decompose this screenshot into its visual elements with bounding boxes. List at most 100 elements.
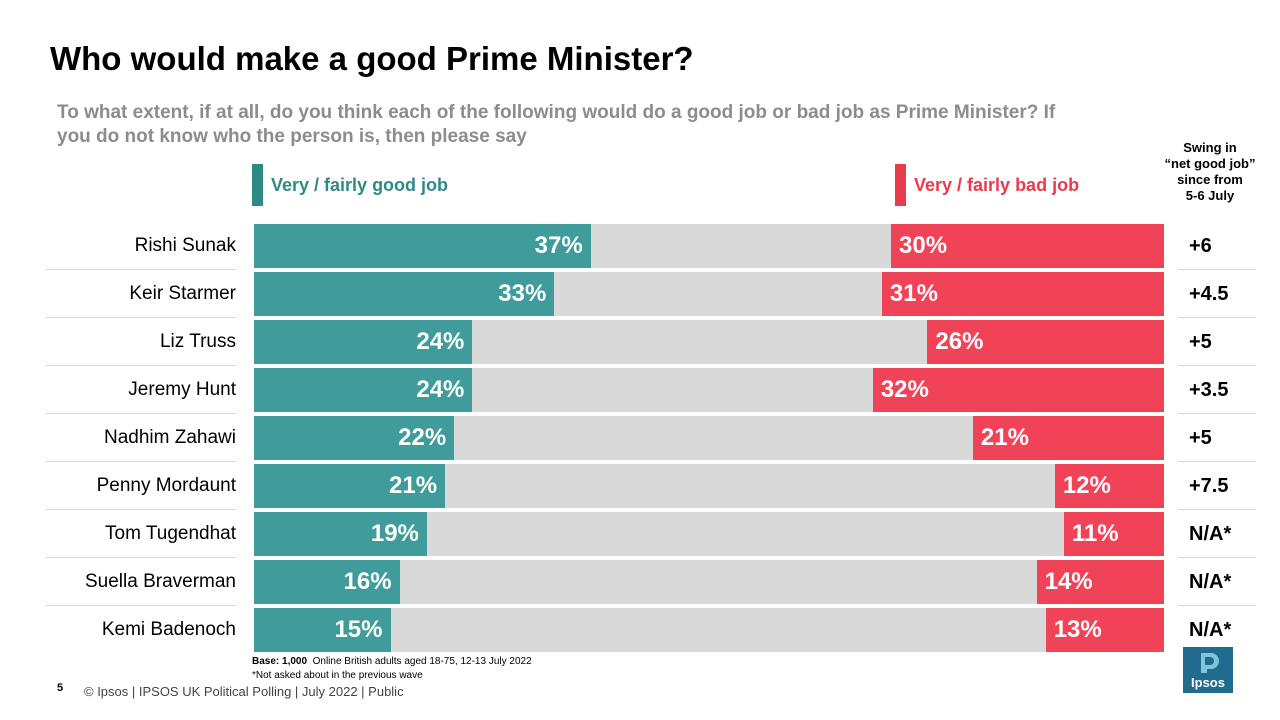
- chart-row: Tom Tugendhat 19% 11% N/A*: [0, 510, 1280, 558]
- chart-row: Keir Starmer 33% 31% +4.5: [0, 270, 1280, 318]
- bad-value-label: 30%: [899, 232, 948, 259]
- ipsos-logo: Ipsos: [1183, 647, 1233, 693]
- row-label: Liz Truss: [159, 331, 236, 352]
- bad-value-label: 21%: [980, 424, 1029, 451]
- swing-value: +3.5: [1189, 379, 1229, 401]
- bad-bar: 32%: [872, 368, 1164, 412]
- bar-track: 33% 31%: [254, 272, 1164, 316]
- row-divider: [1178, 365, 1256, 366]
- legend-good: Very / fairly good job: [252, 164, 448, 206]
- chart-row: Suella Braverman 16% 14% N/A*: [0, 558, 1280, 606]
- good-bar: 16%: [254, 560, 400, 604]
- chart-row: Kemi Badenoch 15% 13% N/A*: [0, 606, 1280, 654]
- legend-good-label: Very / fairly good job: [271, 174, 449, 195]
- bad-value-label: 12%: [1062, 472, 1111, 499]
- row-divider: [46, 509, 236, 510]
- good-value-label: 21%: [389, 472, 438, 499]
- bar-track: 24% 26%: [254, 320, 1164, 364]
- bad-bar: 26%: [927, 320, 1164, 364]
- bar-track: 37% 30%: [254, 224, 1164, 268]
- row-divider: [1178, 461, 1256, 462]
- swing-value: +7.5: [1189, 475, 1229, 497]
- good-bar: 33%: [254, 272, 555, 316]
- good-bar: 15%: [254, 608, 391, 652]
- bar-track: 16% 14%: [254, 560, 1164, 604]
- swing-header-line: Swing in: [1183, 140, 1237, 155]
- good-bar: 21%: [254, 464, 446, 508]
- good-value-label: 22%: [398, 424, 447, 451]
- row-divider: [46, 461, 236, 462]
- chart-row: Nadhim Zahawi 22% 21% +5: [0, 414, 1280, 462]
- good-bar: 19%: [254, 512, 427, 556]
- row-divider: [46, 413, 236, 414]
- row-divider: [1178, 317, 1256, 318]
- row-divider: [1178, 413, 1256, 414]
- bad-bar: 21%: [972, 416, 1164, 460]
- chart-row: Liz Truss 24% 26% +5: [0, 318, 1280, 366]
- row-label: Penny Mordaunt: [96, 475, 236, 496]
- good-value-label: 33%: [498, 280, 547, 307]
- good-value-label: 37%: [534, 232, 583, 259]
- bad-value-label: 13%: [1053, 616, 1102, 643]
- row-label: Kemi Badenoch: [101, 619, 236, 640]
- bar-track: 19% 11%: [254, 512, 1164, 556]
- chart-row: Rishi Sunak 37% 30% +6: [0, 222, 1280, 270]
- legend-bad-swatch: [895, 164, 906, 206]
- ipsos-logo-text: Ipsos: [1191, 675, 1225, 690]
- swing-value: +4.5: [1189, 283, 1229, 305]
- base-note: Base: 1,000 Online British adults aged 1…: [252, 655, 532, 683]
- swing-header-line: since from: [1177, 172, 1243, 187]
- swing-value: N/A*: [1189, 523, 1232, 545]
- row-divider: [46, 557, 236, 558]
- bad-value-label: 11%: [1071, 520, 1119, 547]
- bad-bar: 30%: [891, 224, 1164, 268]
- row-divider: [1178, 605, 1256, 606]
- bad-bar: 13%: [1045, 608, 1164, 652]
- row-divider: [1178, 557, 1256, 558]
- bar-track: 24% 32%: [254, 368, 1164, 412]
- good-value-label: 24%: [416, 376, 465, 403]
- legend-good-swatch: [252, 164, 263, 206]
- row-divider: [46, 365, 236, 366]
- bad-value-label: 26%: [935, 328, 984, 355]
- row-label: Rishi Sunak: [134, 235, 236, 256]
- bar-track: 21% 12%: [254, 464, 1164, 508]
- row-label: Tom Tugendhat: [105, 523, 236, 544]
- swing-value: +5: [1189, 427, 1212, 449]
- base-label: Base: 1,000: [252, 656, 308, 667]
- bar-track: 15% 13%: [254, 608, 1164, 652]
- good-value-label: 15%: [334, 616, 383, 643]
- base-footnote: *Not asked about in the previous wave: [252, 670, 423, 681]
- legend-bad: Very / fairly bad job: [895, 164, 1079, 206]
- swing-value: +6: [1189, 235, 1212, 257]
- row-label: Nadhim Zahawi: [104, 427, 236, 448]
- swing-value: N/A*: [1189, 619, 1232, 641]
- good-value-label: 19%: [370, 520, 419, 547]
- bad-value-label: 31%: [889, 280, 938, 307]
- good-bar: 37%: [254, 224, 591, 268]
- row-divider: [1178, 509, 1256, 510]
- swing-header-line: 5-6 July: [1185, 188, 1235, 203]
- good-bar: 22%: [254, 416, 455, 460]
- good-value-label: 16%: [343, 568, 392, 595]
- row-divider: [46, 269, 236, 270]
- row-label: Jeremy Hunt: [128, 379, 236, 400]
- bar-track: 22% 21%: [254, 416, 1164, 460]
- row-divider: [46, 317, 236, 318]
- chart-row: Jeremy Hunt 24% 32% +3.5: [0, 366, 1280, 414]
- row-label: Suella Braverman: [84, 571, 236, 592]
- row-label: Keir Starmer: [129, 283, 236, 304]
- page-number: 5: [57, 682, 64, 694]
- row-divider: [1178, 269, 1256, 270]
- swing-header: Swing in “net good job” since from 5-6 J…: [1160, 140, 1260, 204]
- base-text: Online British adults aged 18-75, 12-13 …: [312, 656, 532, 667]
- good-bar: 24%: [254, 320, 473, 364]
- bad-bar: 11%: [1063, 512, 1164, 556]
- footer-text: © Ipsos | IPSOS UK Political Polling | J…: [84, 684, 404, 699]
- page-title: Who would make a good Prime Minister?: [50, 40, 694, 77]
- legend-bad-label: Very / fairly bad job: [914, 174, 1080, 195]
- chart-row: Penny Mordaunt 21% 12% +7.5: [0, 462, 1280, 510]
- bad-bar: 31%: [881, 272, 1164, 316]
- swing-value: +5: [1189, 331, 1212, 353]
- bad-bar: 12%: [1054, 464, 1164, 508]
